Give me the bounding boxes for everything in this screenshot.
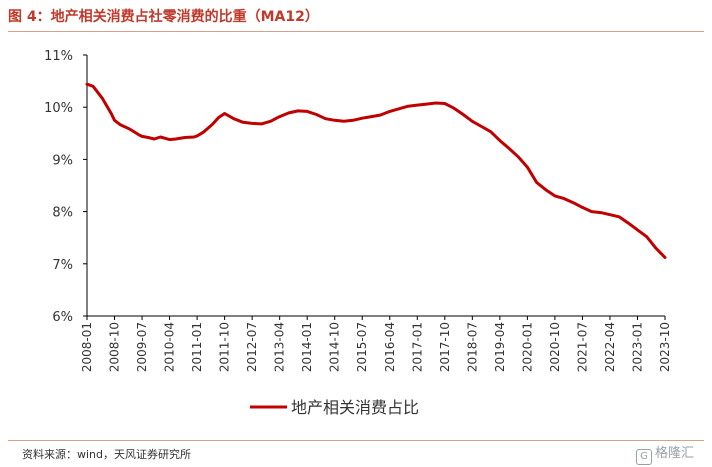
x-axis: 2008-01 2008-10 2009-07 2010-04 2011-01 2011-… xyxy=(80,315,672,372)
legend-label: 地产相关消费占比 xyxy=(291,398,419,417)
x-tick-label: 2012-07 xyxy=(245,322,259,372)
x-tick-label: 2008-01 xyxy=(80,322,94,372)
y-tick-label: 8% xyxy=(52,206,73,221)
series-group xyxy=(85,82,667,259)
watermark-logo-icon: G xyxy=(636,449,652,465)
x-tick-label: 2015-07 xyxy=(355,322,369,372)
x-tick-label: 2011-01 xyxy=(190,322,204,372)
source-divider xyxy=(8,440,704,441)
title-divider xyxy=(8,31,704,32)
x-tick-label: 2016-04 xyxy=(383,322,397,372)
x-tick-label: 2017-10 xyxy=(438,322,452,372)
x-tick-label: 2013-04 xyxy=(273,322,287,372)
x-tick-label: 2021-07 xyxy=(575,322,589,372)
series-line xyxy=(85,82,667,259)
x-tick-label: 2017-01 xyxy=(410,322,424,372)
source-note: 资料来源：wind，天风证券研究所 xyxy=(22,448,192,461)
x-tick-label: 2014-01 xyxy=(300,322,314,372)
x-tick-label: 2008-10 xyxy=(108,322,122,372)
x-tick-label: 2018-07 xyxy=(465,322,479,372)
y-tick-label: 7% xyxy=(52,258,73,273)
x-tick-label: 2022-04 xyxy=(603,322,617,372)
y-tick-label: 11% xyxy=(44,49,73,64)
legend: 地产相关消费占比 xyxy=(250,398,419,417)
line-chart: 6% 7% 8% 9% 10% 11% 2008-01 2008-10 2009-07 2010… xyxy=(44,49,672,417)
watermark-text: 格隆汇 xyxy=(655,446,695,461)
y-tick-label: 6% xyxy=(52,310,73,325)
x-tick-label: 2023-01 xyxy=(630,322,644,372)
y-axis: 6% 7% 8% 9% 10% 11% xyxy=(44,49,88,325)
x-tick-label: 2010-04 xyxy=(163,322,177,372)
x-tick-label: 2020-01 xyxy=(520,322,534,372)
x-tick-label: 2019-04 xyxy=(493,322,507,372)
watermark: G 格隆汇 xyxy=(636,442,694,465)
y-tick-label: 9% xyxy=(52,153,73,168)
x-tick-label: 2023-10 xyxy=(658,322,672,372)
x-tick-label: 2020-10 xyxy=(548,322,562,372)
x-tick-label: 2014-10 xyxy=(328,322,342,372)
x-tick-label: 2009-07 xyxy=(135,322,149,372)
y-tick-label: 10% xyxy=(44,101,73,116)
x-tick-label: 2011-10 xyxy=(218,322,232,372)
chart-title: 图 4：地产相关消费占社零消费的比重（MA12） xyxy=(8,9,319,25)
